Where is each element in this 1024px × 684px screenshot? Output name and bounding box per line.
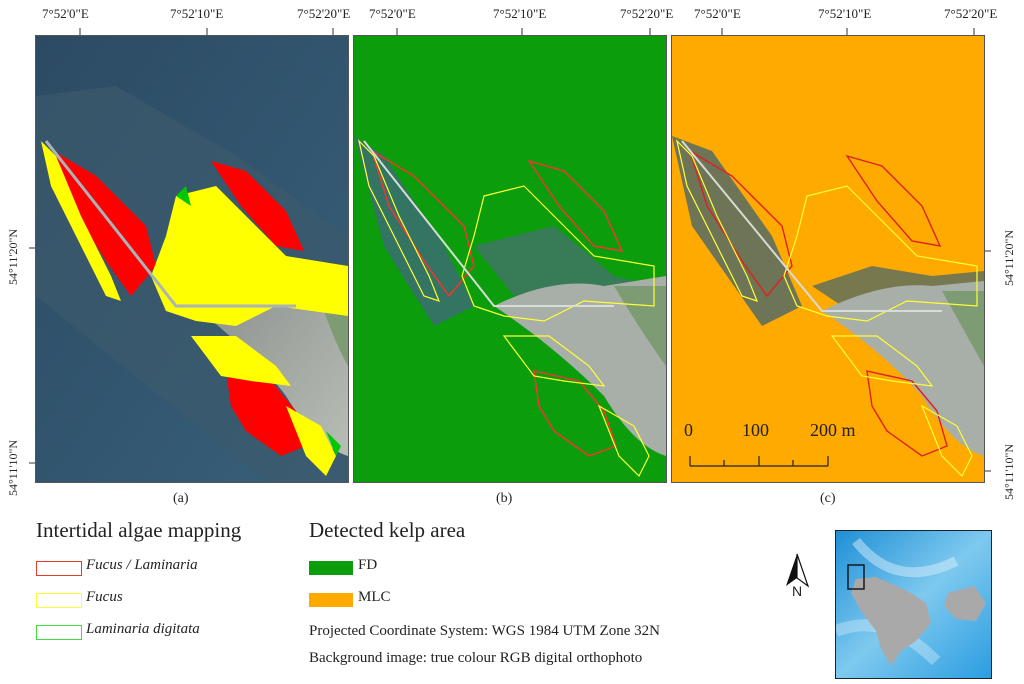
lon-label-b-3: 7°52'20"E	[620, 6, 674, 21]
panel-label-a: (a)	[173, 491, 189, 506]
legend-note-projection: Projected Coordinate System: WGS 1984 UT…	[309, 623, 660, 639]
lon-label-b-1: 7°52'0"E	[369, 6, 416, 21]
lon-label-a-3: 7°52'20"E	[297, 6, 351, 21]
map-panel-b	[353, 35, 667, 483]
legend-swatch-fucus-laminaria	[36, 561, 82, 576]
legend-label-fucus-laminaria: Fucus / Laminaria	[86, 557, 198, 573]
scale-bar	[689, 456, 829, 467]
legend-label-mlc: MLC	[358, 589, 391, 605]
north-arrow-icon	[786, 553, 810, 588]
legend-kelp-title: Detected kelp area	[309, 518, 466, 542]
panel-label-b: (b)	[496, 491, 513, 506]
lon-label-b-2: 7°52'10"E	[493, 6, 547, 21]
lon-label-c-1: 7°52'0"E	[694, 6, 741, 21]
legend-algae-title: Intertidal algae mapping	[36, 518, 242, 542]
legend-swatch-mlc	[309, 593, 353, 607]
lon-label-a-1: 7°52'0"E	[42, 6, 89, 21]
legend-swatch-laminaria-digitata	[36, 625, 82, 640]
scale-bar-tick-100: 100	[742, 420, 769, 440]
legend-label-laminaria-digitata: Laminaria digitata	[86, 621, 200, 637]
legend-swatch-fd	[309, 561, 353, 575]
lon-label-c-3: 7°52'20"E	[944, 6, 998, 21]
legend-label-fucus: Fucus	[86, 589, 123, 605]
locator-inset	[835, 530, 992, 679]
legend-label-fd: FD	[358, 557, 378, 573]
scale-bar-tick-200: 200 m	[810, 420, 856, 440]
map-panel-a	[35, 35, 349, 483]
scale-bar-tick-0: 0	[684, 420, 693, 440]
lon-label-c-2: 7°52'10"E	[818, 6, 872, 21]
north-arrow-label: N	[792, 583, 803, 599]
legend-note-background: Background image: true colour RGB digita…	[309, 650, 643, 666]
map-panel-c: 0 100 200 m	[671, 35, 985, 483]
legend-swatch-fucus	[36, 593, 82, 608]
lon-label-a-2: 7°52'10"E	[170, 6, 224, 21]
panel-label-c: (c)	[820, 491, 836, 506]
